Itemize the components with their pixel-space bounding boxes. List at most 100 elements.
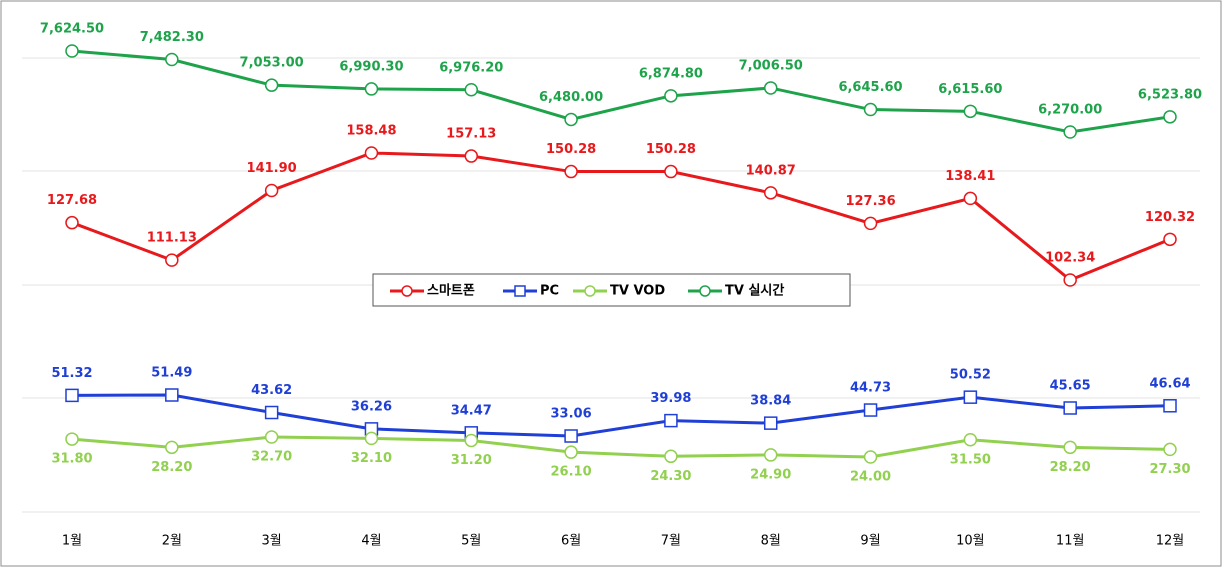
data-label: 33.06 — [551, 407, 592, 422]
data-label: 32.70 — [251, 450, 292, 465]
marker — [763, 186, 778, 200]
data-label: 7,053.00 — [240, 56, 304, 71]
data-label: 150.28 — [546, 142, 596, 157]
marker — [1163, 110, 1177, 124]
x-tick-label: 1월 — [62, 534, 82, 549]
legend-box — [372, 273, 851, 307]
legend-label: TV VOD — [610, 284, 665, 299]
data-label: 6,990.30 — [339, 59, 403, 74]
marker — [364, 146, 379, 160]
marker — [664, 164, 678, 179]
data-label: 31.50 — [950, 452, 991, 467]
marker — [564, 112, 578, 127]
marker — [264, 183, 279, 198]
marker — [165, 253, 179, 267]
marker — [1063, 440, 1077, 455]
x-tick-label: 3월 — [262, 534, 282, 549]
marker — [564, 445, 578, 459]
data-label: 6,976.20 — [439, 60, 503, 75]
marker — [564, 164, 578, 179]
marker — [65, 215, 79, 230]
series-line — [71, 49, 1171, 134]
data-label: 6,874.80 — [639, 66, 703, 81]
marker — [763, 81, 778, 95]
x-tick-label: 11월 — [1056, 534, 1085, 549]
data-label: 7,482.30 — [140, 30, 204, 45]
marker — [464, 83, 479, 97]
data-label: 38.84 — [750, 394, 791, 409]
marker — [664, 413, 678, 428]
data-label: 26.10 — [551, 465, 592, 480]
data-label: 24.00 — [850, 470, 891, 485]
series-line — [71, 435, 1171, 459]
marker — [963, 104, 978, 119]
series-line — [71, 393, 1171, 438]
data-label: 6,270.00 — [1038, 103, 1102, 118]
data-label: 120.32 — [1145, 210, 1195, 225]
marker — [464, 433, 479, 448]
data-label: 127.36 — [845, 194, 895, 209]
marker — [65, 388, 79, 403]
marker — [863, 216, 878, 231]
x-tick-label: 4월 — [361, 534, 381, 549]
x-tick-label: 12월 — [1156, 534, 1185, 549]
marker — [165, 388, 179, 402]
legend-label: PC — [540, 284, 559, 299]
marker — [364, 431, 379, 446]
data-label: 24.90 — [750, 467, 791, 482]
marker — [763, 448, 778, 462]
data-label: 6,480.00 — [539, 90, 603, 105]
marker — [165, 52, 179, 67]
data-label: 27.30 — [1149, 462, 1190, 477]
data-label: 36.26 — [351, 399, 392, 414]
marker — [1163, 399, 1177, 413]
data-label: 157.13 — [446, 127, 496, 142]
marker — [863, 403, 878, 417]
marker — [514, 285, 526, 297]
marker — [963, 390, 978, 404]
marker — [863, 102, 878, 117]
marker — [1063, 401, 1077, 415]
legend-label: 스마트폰 — [427, 283, 475, 299]
marker — [1163, 442, 1177, 457]
data-label: 45.65 — [1050, 378, 1091, 393]
data-label: 140.87 — [746, 163, 796, 178]
data-label: 6,523.80 — [1138, 87, 1202, 102]
marker — [664, 449, 678, 464]
data-label: 138.41 — [945, 169, 995, 184]
legend-label: TV 실시간 — [725, 283, 784, 299]
data-label: 31.80 — [51, 452, 92, 467]
marker — [401, 285, 413, 297]
x-tick-label: 5월 — [461, 534, 481, 549]
data-label: 28.20 — [1050, 460, 1091, 475]
x-tick-label: 7월 — [661, 534, 681, 549]
data-label: 24.30 — [650, 469, 691, 484]
data-label: 46.64 — [1149, 376, 1190, 391]
marker — [763, 416, 778, 430]
data-label: 28.20 — [151, 460, 192, 475]
marker — [564, 429, 578, 443]
x-tick-label: 2월 — [162, 534, 182, 549]
marker — [963, 433, 978, 447]
marker — [464, 149, 479, 163]
data-label: 44.73 — [850, 381, 891, 396]
data-label: 111.13 — [147, 231, 197, 246]
series-line — [71, 151, 1171, 282]
data-label: 150.28 — [646, 142, 696, 157]
marker — [165, 440, 179, 455]
marker — [364, 82, 379, 96]
marker — [1063, 125, 1077, 139]
marker — [664, 89, 678, 103]
marker — [65, 44, 79, 58]
x-tick-label: 10월 — [956, 534, 985, 549]
data-label: 127.68 — [47, 193, 97, 208]
data-label: 43.62 — [251, 383, 292, 398]
legend: 스마트폰 PC TV VOD TV 실시간 — [372, 273, 851, 307]
marker — [699, 285, 711, 297]
data-label: 51.32 — [51, 366, 92, 381]
data-label: 102.34 — [1045, 251, 1095, 266]
marker — [863, 450, 878, 464]
marker — [963, 191, 978, 206]
data-label: 7,006.50 — [739, 58, 803, 73]
data-label: 141.90 — [247, 161, 297, 176]
